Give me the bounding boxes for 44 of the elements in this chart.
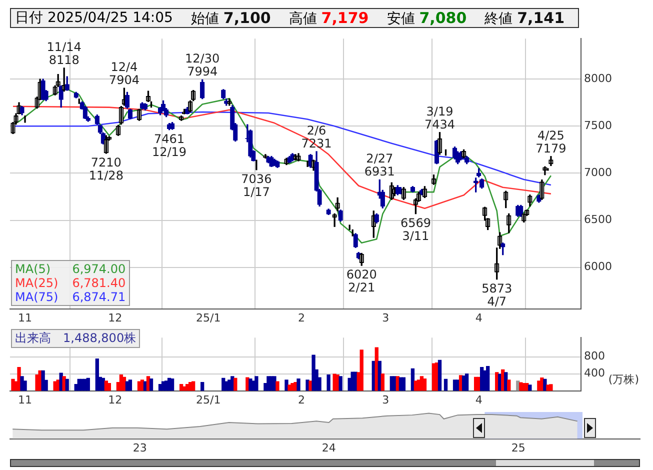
x-tick-label: 23 [132,441,147,454]
text: 始値 7,100 [190,8,271,28]
x-tick-label: 4 [475,311,482,324]
y-tick-label: 6500 [584,213,612,226]
text: MA(5) 6,974.00 [15,262,126,276]
x-tick-label: 25/1 [196,311,221,324]
text: 終値 7,141 [484,8,565,28]
x-tick-label: 2 [298,311,306,324]
x-tick-label: 25 [511,441,526,454]
x-tick-label: 12 [108,311,122,324]
x-tick-label: 2 [298,393,306,406]
x-tick-label: 25/1 [196,393,221,406]
chart-title: 日付 2025/04/25 14:05 [15,9,173,27]
text: MA(75) 6,874.71 [15,290,126,304]
x-tick-label: 11 [18,311,32,324]
annotation: 5873 4/7 [482,281,512,308]
chart-title: 出来高 1,488,800株 [11,329,140,348]
x-tick-label: 4 [475,393,482,406]
x-tick-label: 24 [322,441,336,454]
annotation: 12/4 7904 [108,60,140,88]
y-tick-label: 400 [584,366,605,380]
y-tick-label: 7500 [584,119,612,132]
y-tick-label: 7000 [584,166,612,180]
x-tick-label: 3 [382,393,390,406]
annotation: 7036 1/17 [241,172,272,199]
annotation: 12/30 7994 [185,52,220,79]
annotation: 6020 2/21 [346,267,377,294]
annotation: 2/27 6931 [364,152,395,179]
y-axis-title: (万株) [608,372,639,387]
annotation: 3/19 7434 [424,104,456,132]
text: MA(25) 6,781.40 [15,276,126,290]
x-tick-label: 3 [382,311,390,324]
y-tick-label: 800 [584,350,605,363]
annotation: 11/14 8118 [46,40,82,67]
y-tick-label: 6000 [584,260,612,274]
annotation: 4/25 7179 [536,128,566,156]
y-tick-label: 8000 [584,72,612,85]
x-tick-label: 11 [18,393,32,406]
x-tick-label: 12 [108,393,122,406]
annotation: 6569 3/11 [400,216,431,243]
text: 安値 7,080 [386,8,467,28]
annotation: 7461 12/19 [152,132,187,159]
text: 高値 7,179 [288,8,369,28]
annotation: 7210 11/28 [88,155,124,182]
